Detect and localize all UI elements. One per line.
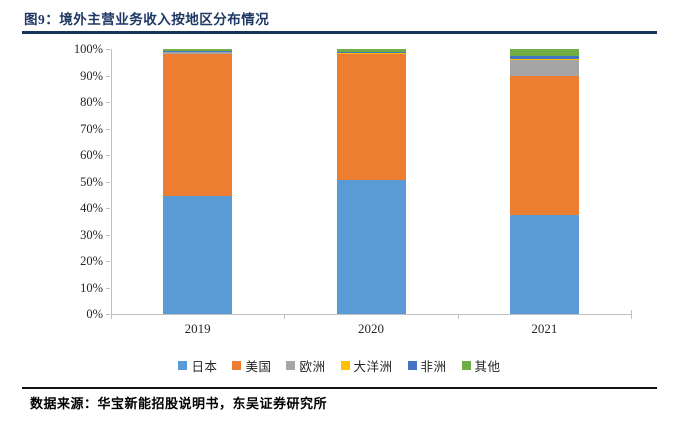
x-axis-tick-mark — [457, 315, 459, 319]
legend-label: 大洋洲 — [353, 360, 393, 374]
y-axis-tick-label: 80% — [80, 95, 103, 109]
legend-swatch-icon — [407, 361, 417, 370]
legend-swatch-icon — [232, 361, 242, 370]
bar-segment-非洲 — [336, 52, 406, 54]
stacked-bar-2020 — [336, 49, 406, 314]
bar-segment-其他 — [163, 49, 233, 52]
y-axis-tick-label: 70% — [80, 121, 103, 136]
y-axis-tick-mark — [106, 314, 110, 315]
y-axis-tick-label: 10% — [80, 280, 103, 295]
legend-item-美国: 美国 — [232, 356, 271, 375]
y-axis-tick-mark — [106, 208, 110, 209]
y-axis-tick-label: 0% — [86, 307, 103, 321]
bar-segment-非洲 — [163, 51, 233, 52]
legend-item-大洋洲: 大洋洲 — [340, 356, 393, 375]
legend-label: 非洲 — [420, 360, 447, 374]
bar-segment-欧洲 — [163, 52, 233, 55]
legend-label: 其他 — [474, 360, 501, 374]
bar-segment-美国 — [336, 54, 406, 181]
y-axis-tick-mark — [106, 75, 110, 77]
legend-swatch-icon — [461, 361, 471, 370]
legend-item-其他: 其他 — [461, 356, 501, 375]
x-axis-tick-mark — [111, 315, 112, 319]
legend-item-日本: 日本 — [178, 356, 217, 375]
x-axis-category-label: 2021 — [531, 321, 558, 336]
stacked-bar-2021 — [509, 49, 579, 314]
bar-segment-美国 — [509, 75, 579, 215]
legend-label: 日本 — [191, 360, 218, 374]
legend-item-非洲: 非洲 — [407, 356, 447, 375]
y-axis-tick-mark — [106, 102, 110, 103]
legend-label: 美国 — [245, 360, 272, 374]
y-axis-tick-label: 40% — [80, 201, 103, 215]
y-axis-tick-label: 60% — [80, 148, 103, 162]
bar-segment-美国 — [163, 54, 233, 197]
y-axis-tick-mark — [106, 155, 110, 156]
y-axis-tick-label: 100% — [73, 42, 103, 56]
x-axis-category-label: 2019 — [184, 321, 211, 336]
y-axis-tick-mark — [106, 234, 110, 236]
footer-divider-line — [22, 387, 657, 389]
bar-segment-日本 — [163, 196, 233, 314]
legend-item-欧洲: 欧洲 — [286, 356, 325, 375]
chart-legend: 日本 美国 欧洲 大洋洲 非洲 其他 — [0, 356, 679, 375]
bar-segment-非洲 — [509, 56, 579, 59]
bar-segment-大洋洲 — [509, 58, 579, 60]
x-axis-end-tick — [631, 310, 632, 315]
y-axis-tick-mark — [106, 287, 110, 289]
legend-swatch-icon — [178, 361, 188, 370]
bar-segment-大洋洲 — [336, 53, 406, 54]
data-source-note: 数据来源：华宝新能招股说明书，东吴证券研究所 — [30, 396, 328, 411]
plot-area — [111, 49, 632, 315]
y-axis-tick-label: 30% — [80, 227, 103, 242]
bar-segment-欧洲 — [336, 53, 406, 55]
y-axis-tick-mark — [106, 128, 110, 130]
bar-segment-其他 — [336, 49, 406, 53]
y-axis-tick-mark — [106, 181, 110, 183]
y-axis-tick-mark — [106, 49, 110, 50]
figure-title: 图9：境外主营业务收入按地区分布情况 — [24, 12, 270, 27]
y-axis-tick-mark — [106, 261, 110, 262]
y-axis-tick-label: 20% — [80, 254, 103, 268]
bar-segment-大洋洲 — [163, 51, 233, 53]
y-axis-tick-label: 50% — [80, 174, 103, 189]
bar-segment-日本 — [509, 214, 579, 314]
x-axis-tick-mark — [631, 315, 632, 319]
title-divider-line — [22, 31, 657, 34]
y-axis-tick-label: 90% — [80, 68, 103, 83]
bar-segment-日本 — [336, 180, 406, 314]
bar-segment-其他 — [509, 49, 579, 57]
x-axis-tick-mark — [284, 315, 286, 319]
legend-label: 欧洲 — [299, 360, 326, 374]
legend-swatch-icon — [340, 361, 350, 370]
stacked-bar-2019 — [163, 49, 233, 314]
legend-swatch-icon — [286, 361, 296, 370]
x-axis-category-label: 2020 — [358, 321, 384, 336]
bar-segment-欧洲 — [509, 59, 579, 76]
